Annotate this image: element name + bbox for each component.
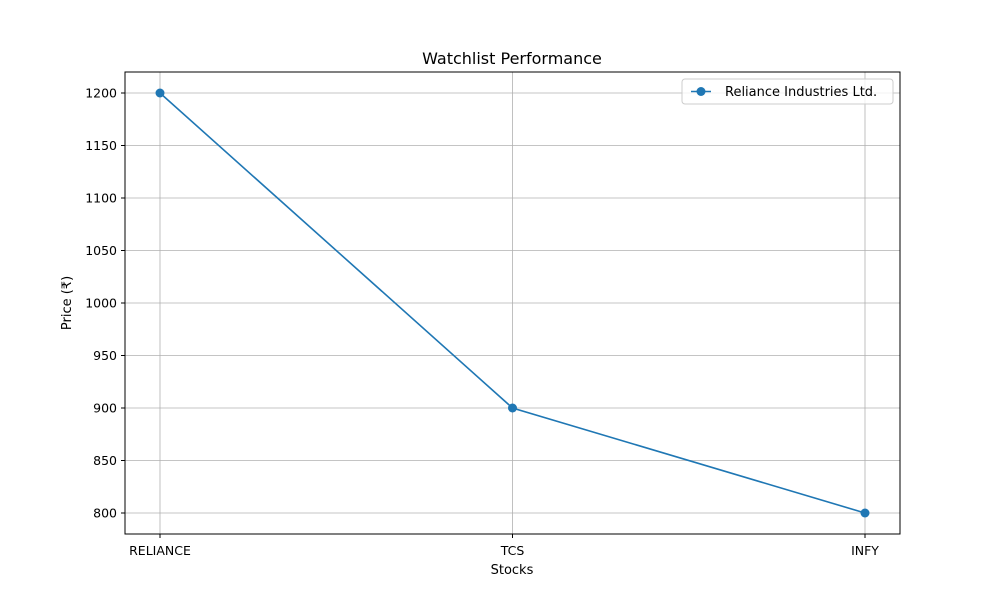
legend: Reliance Industries Ltd. — [681, 78, 894, 105]
grid — [125, 72, 900, 534]
legend-box — [681, 78, 894, 105]
x-axis-label: Stocks — [491, 563, 534, 578]
y-axis: 800 850 900 950 1000 1050 1100 1150 1200 — [85, 86, 125, 521]
x-tick-label: TCS — [500, 543, 525, 558]
y-tick-label: 950 — [93, 348, 117, 363]
y-tick-label: 1100 — [85, 191, 117, 206]
x-axis: RELIANCE TCS INFY — [129, 534, 879, 558]
y-tick-label: 900 — [93, 401, 117, 416]
y-tick-label: 1000 — [85, 296, 117, 311]
data-point — [860, 508, 870, 518]
legend-marker — [696, 87, 706, 96]
y-tick-label: 800 — [93, 506, 117, 521]
x-tick-label: RELIANCE — [129, 543, 191, 558]
y-axis-label: Price (₹) — [60, 276, 75, 330]
chart-title: Watchlist Performance — [422, 49, 602, 68]
x-tick-label: INFY — [851, 543, 879, 558]
data-point — [155, 88, 165, 98]
y-tick-label: 1200 — [85, 86, 117, 101]
series-group — [155, 88, 870, 518]
legend-label: Reliance Industries Ltd. — [725, 85, 877, 100]
y-tick-label: 850 — [93, 453, 117, 468]
y-tick-label: 1150 — [85, 138, 117, 153]
y-tick-label: 1050 — [85, 243, 117, 258]
data-point — [508, 403, 517, 413]
